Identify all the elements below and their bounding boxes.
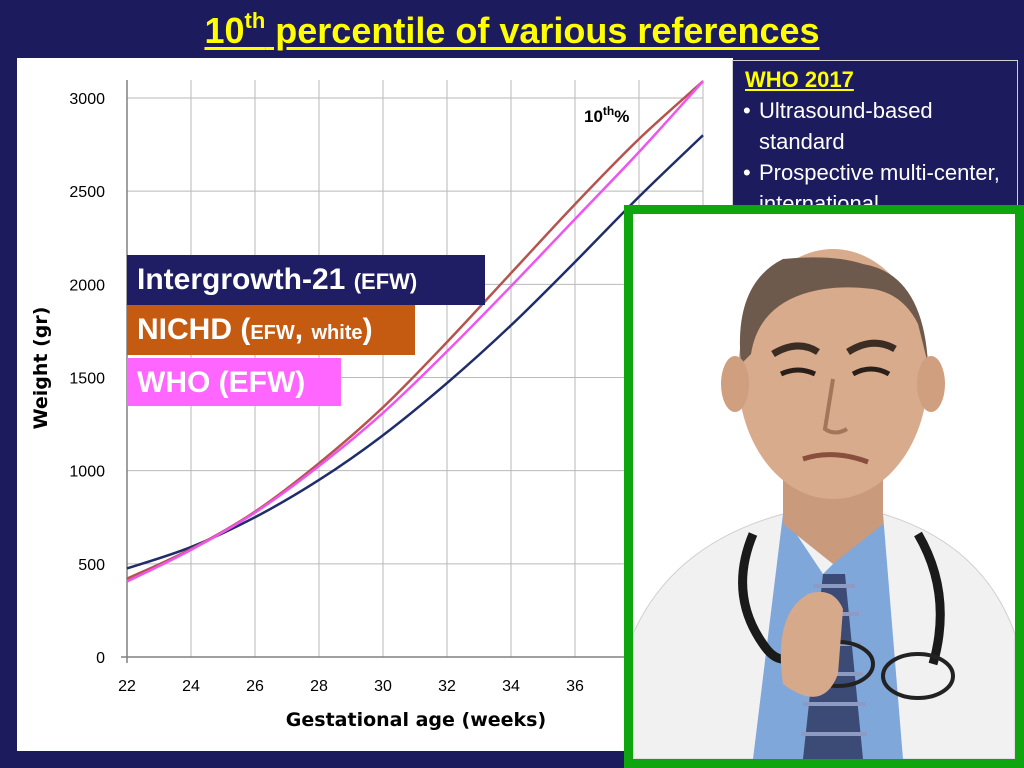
y-tick-label: 2000 — [69, 277, 105, 294]
series-line — [126, 134, 704, 570]
y-axis-label: Weight (gr) — [30, 307, 52, 430]
who-bullet: Ultrasound-based standard — [743, 95, 1007, 157]
x-tick-label: 28 — [310, 678, 328, 695]
x-tick-label: 32 — [438, 678, 456, 695]
y-tick-label: 500 — [78, 557, 105, 574]
thinking-doctor-icon — [633, 249, 1015, 759]
legend-nichd: NICHD (EFW, white) — [127, 305, 415, 355]
y-tick-label: 1500 — [69, 371, 105, 388]
x-tick-label: 30 — [374, 678, 392, 695]
x-axis-label: Gestational age (weeks) — [286, 709, 546, 731]
y-tick-label: 3000 — [69, 91, 105, 108]
y-tick-label: 1000 — [69, 464, 105, 481]
x-tick-label: 36 — [566, 678, 584, 695]
x-tick-label: 26 — [246, 678, 264, 695]
who-info-panel: WHO 2017 Ultrasound-based standard Prosp… — [732, 60, 1018, 220]
y-tick-label: 2500 — [69, 184, 105, 201]
title-text: percentile of various references — [265, 10, 820, 51]
doctor-photo — [624, 205, 1024, 768]
x-tick-label: 24 — [182, 678, 200, 695]
series-lines — [126, 80, 704, 583]
slide-title: 10th percentile of various references — [0, 6, 1024, 56]
who-bullet: Prospective multi-center, international — [743, 157, 1007, 219]
title-number: 10 — [204, 10, 245, 51]
legend-who: WHO (EFW) — [127, 358, 341, 406]
y-tick-label: 0 — [96, 650, 105, 667]
series-line — [126, 80, 704, 583]
who-bullet-list: Ultrasound-based standard Prospective mu… — [743, 95, 1007, 219]
title-superscript: th — [244, 8, 266, 33]
legend-intergrowth: Intergrowth-21 (EFW) — [127, 255, 485, 305]
x-tick-label: 34 — [502, 678, 520, 695]
percentile-annotation: 10th% — [584, 104, 629, 126]
x-tick-label: 22 — [118, 678, 136, 695]
who-heading: WHO 2017 — [745, 67, 854, 92]
